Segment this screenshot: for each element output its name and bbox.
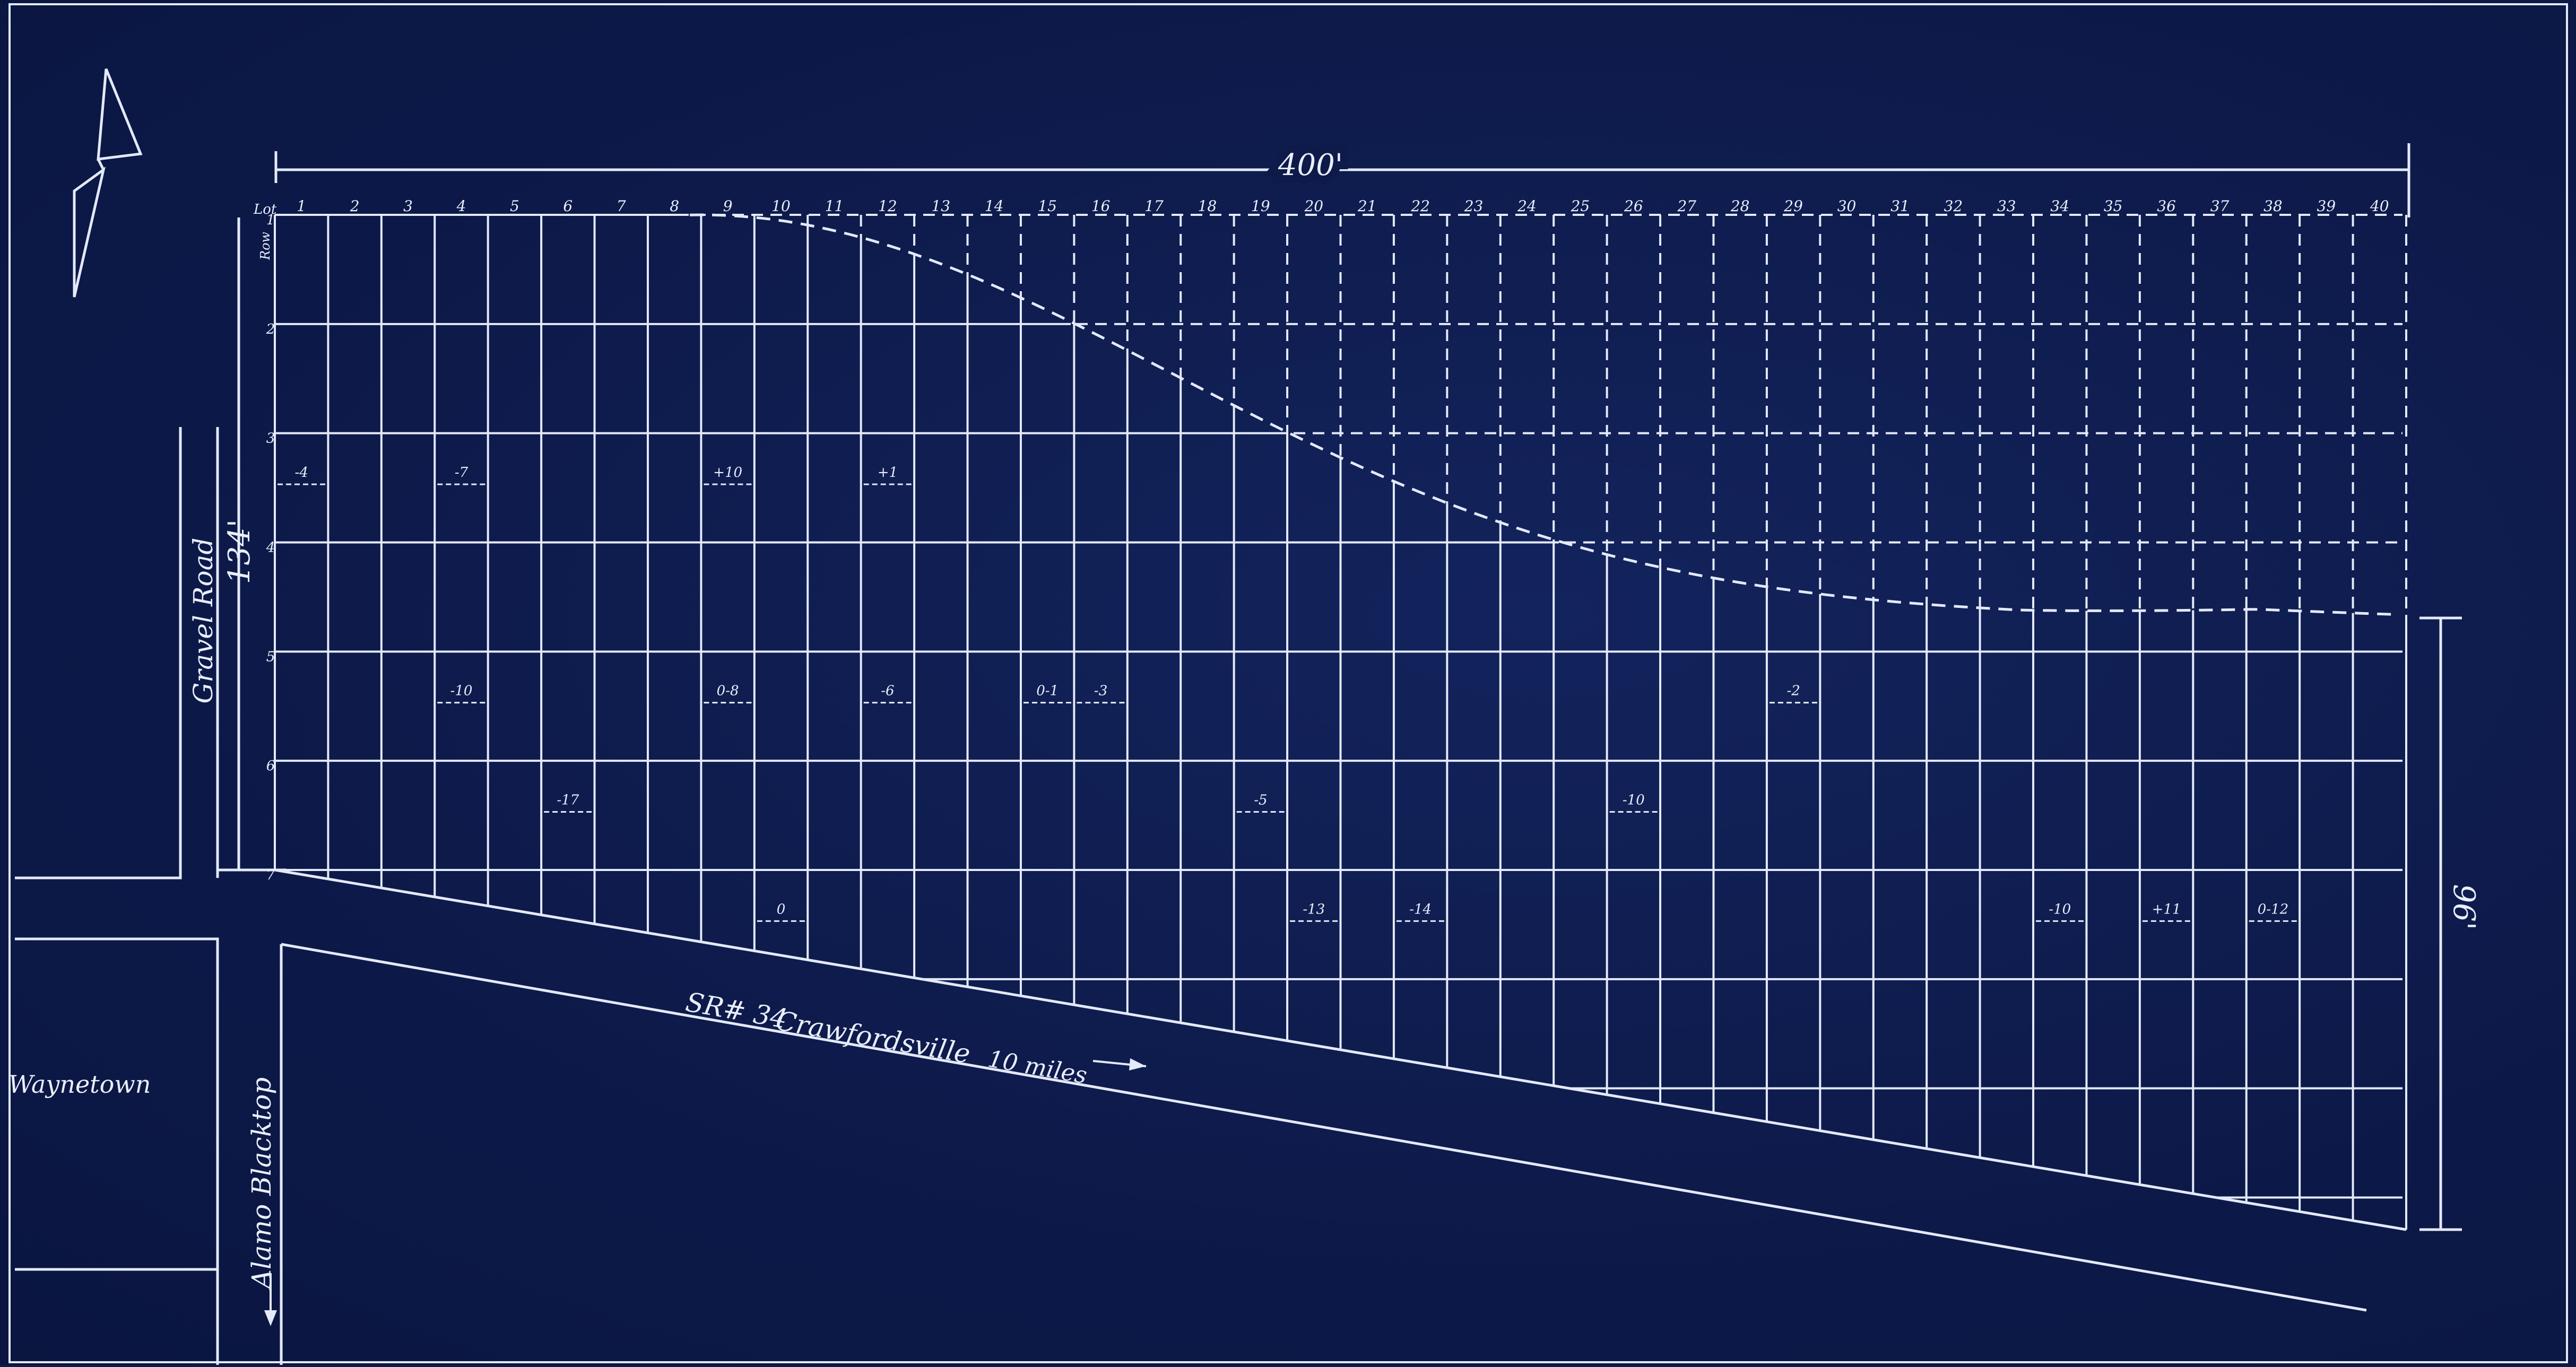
lot-number: 22 (1410, 197, 1430, 215)
grade-mark: +1 (878, 465, 898, 481)
row-number: 5 (266, 649, 275, 665)
lot-number: 2 (350, 197, 360, 215)
grade-mark: -17 (557, 793, 579, 808)
lot-number: 1 (297, 197, 306, 215)
lot-number: 11 (825, 197, 844, 215)
row-number: 1 (266, 212, 275, 228)
lot-number: 14 (985, 197, 1004, 215)
town-label: Waynetown (8, 1070, 151, 1099)
lot-number: 29 (1783, 197, 1803, 215)
grade-mark: -2 (1786, 683, 1800, 699)
lot-number: 39 (2317, 197, 2336, 215)
row-number: 2 (266, 321, 275, 337)
grade-mark: -14 (1409, 901, 1432, 917)
frontage-dimension-label: 400' (1278, 148, 1343, 182)
grade-mark: 0 (777, 901, 786, 917)
lot-number-labels: 1 2 3 4 5 6 7 8 9 10 11 12 13 14 15 16 17 18 19 20 21 22 23 24 2… (297, 197, 2389, 215)
lot-number: 26 (1624, 197, 1643, 215)
lot-number: 15 (1038, 197, 1057, 215)
row-number: 4 (266, 540, 275, 556)
lot-grid (274, 213, 2407, 1231)
highway-lines (280, 943, 2367, 1365)
sheet-border (8, 3, 2568, 1363)
lot-number: 32 (1944, 197, 1963, 215)
lot-number: 35 (2104, 197, 2123, 215)
highway-distance-label: 10 miles (986, 1046, 1089, 1090)
grade-mark: -7 (455, 465, 469, 481)
lot-number: 31 (1890, 197, 1910, 215)
lot-number: 24 (1517, 197, 1537, 215)
row-number: 7 (266, 867, 275, 883)
side-road-label: Alamo Blacktop (246, 1077, 277, 1291)
grade-mark: 0-12 (2258, 901, 2288, 917)
grade-mark: -13 (1303, 901, 1325, 917)
lot-number: 36 (2157, 197, 2176, 215)
town-blocks (15, 427, 219, 1365)
grade-mark: -5 (1254, 793, 1267, 808)
lot-number: 3 (403, 197, 413, 215)
lot-number: 12 (878, 197, 897, 215)
lot-number: 13 (931, 197, 950, 215)
lot-number: 37 (2210, 197, 2230, 215)
contour-line (689, 213, 2399, 616)
right-depth-label: 96' (2447, 884, 2481, 930)
grade-mark: 0-1 (1036, 683, 1059, 699)
north-arrow-icon (73, 68, 143, 298)
row-prefix-label: Row (258, 231, 273, 260)
lot-number: 4 (456, 197, 466, 215)
grade-mark: -10 (1623, 793, 1645, 808)
lot-number: 7 (617, 197, 626, 215)
lot-prefix-label: Lot (253, 202, 277, 217)
left-depth-label: 134' (222, 519, 257, 584)
grade-mark: -4 (295, 465, 308, 481)
lot-number: 38 (2263, 197, 2283, 215)
lot-number: 25 (1571, 197, 1590, 215)
grade-mark: -10 (450, 683, 473, 699)
lot-number: 8 (670, 197, 679, 215)
lot-number: 27 (1677, 197, 1696, 215)
lot-number: 23 (1464, 197, 1484, 215)
side-road-arrow-icon (264, 1310, 277, 1326)
lot-number: 9 (723, 197, 733, 215)
highway-direction-label: Crawfordsville (774, 1005, 973, 1070)
lot-number: 40 (2370, 197, 2389, 215)
lot-number: 34 (2050, 197, 2069, 215)
grade-mark: 0-8 (717, 683, 739, 699)
row-number: 3 (266, 431, 275, 447)
grade-mark: -3 (1094, 683, 1107, 699)
lot-number: 20 (1304, 197, 1323, 215)
lot-number: 28 (1730, 197, 1750, 215)
lot-number: 6 (563, 197, 573, 215)
grade-marks: -4 -7 +10 +1 0-1 -10 0-8 -6 -3 -17 -5 -13 -14 -10 -2 -1… (277, 465, 2297, 922)
dimension-lines (218, 143, 2462, 1231)
lot-number: 17 (1144, 197, 1164, 215)
lot-number: 10 (771, 197, 791, 215)
row-number-labels: 1 2 3 4 5 6 7 (266, 212, 275, 883)
lot-number: 19 (1251, 197, 1270, 215)
lot-number: 30 (1837, 197, 1857, 215)
grade-mark: +10 (713, 465, 742, 481)
row-number: 6 (266, 758, 275, 774)
lot-number: 33 (1997, 197, 2016, 215)
highway-arrow-icon (1129, 1058, 1146, 1070)
grade-mark: -10 (2049, 901, 2071, 917)
lot-number: 16 (1091, 197, 1111, 215)
highway-frontage-line (274, 868, 2407, 1231)
lot-number: 5 (510, 197, 519, 215)
lot-number: 21 (1357, 197, 1377, 215)
grade-mark: -6 (881, 683, 894, 699)
grade-mark: +11 (2152, 901, 2181, 917)
lot-number: 18 (1198, 197, 1217, 215)
gravel-road-label: Gravel Road (188, 538, 219, 704)
highway-label: SR# 34 (683, 987, 790, 1035)
